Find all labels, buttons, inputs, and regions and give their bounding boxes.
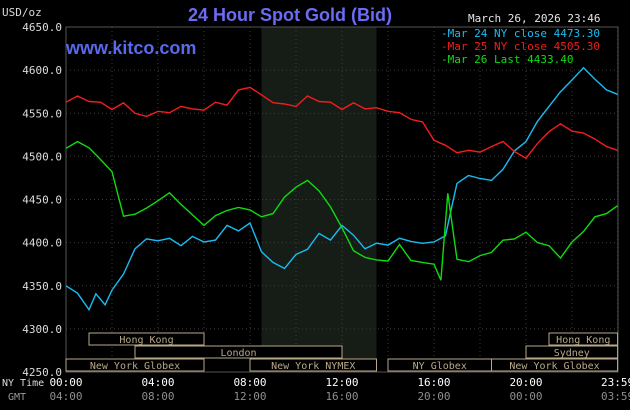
series-line-2 — [65, 86, 618, 160]
y-tick-label: 4450.0 — [22, 194, 62, 207]
plot-grid — [65, 26, 619, 373]
gmt-time-tick: 00:00 — [509, 390, 542, 403]
market-sessions: Hong Kong London New York Globex New York N… — [65, 332, 619, 372]
price-series — [65, 66, 618, 312]
ny-time-tick: 16:00 — [417, 376, 450, 389]
ny-time-label: NY Time — [2, 378, 44, 389]
y-tick-label: 4400.0 — [22, 237, 62, 250]
site-watermark: www.kitco.com — [66, 38, 197, 58]
ny-time-tick: 20:00 — [509, 376, 542, 389]
session-bar — [249, 358, 377, 372]
unit-label: USD/oz — [2, 6, 42, 19]
gmt-time-tick: 16:00 — [325, 390, 358, 403]
session-bar — [88, 332, 205, 346]
gmt-time-tick: 20:00 — [417, 390, 450, 403]
session-bar — [134, 345, 343, 359]
session-bar — [491, 358, 619, 372]
plot-frame — [65, 26, 619, 373]
gmt-time-tick: 04:00 — [49, 390, 82, 403]
gmt-label: GMT — [8, 392, 26, 403]
y-tick-label: 4600.0 — [22, 64, 62, 77]
chart-title: 24 Hour Spot Gold (Bid) — [188, 5, 392, 25]
gmt-time-tick: 12:00 — [233, 390, 266, 403]
legend-item-mar24: -Mar 24 NY close 4473.30 — [441, 27, 600, 40]
legend-item-mar25: -Mar 25 NY close 4505.30 — [441, 40, 600, 53]
y-tick-label: 4300.0 — [22, 323, 62, 336]
gmt-time-tick: 08:00 — [141, 390, 174, 403]
session-label: NY Globex — [413, 361, 467, 372]
series-line-1 — [65, 66, 618, 312]
ny-time-tick: 00:00 — [49, 376, 82, 389]
ny-time-tick: 23:59 — [601, 376, 630, 389]
session-label: New York NYMEX — [271, 361, 355, 372]
timestamp: March 26, 2026 23:46 — [468, 12, 601, 25]
series-line-3 — [65, 140, 618, 281]
y-axis-labels: 4250.0 4300.0 4350.0 4400.0 4450.0 4500.0 4550… — [22, 21, 62, 379]
ny-time-tick: 12:00 — [325, 376, 358, 389]
y-tick-label: 4350.0 — [22, 280, 62, 293]
session-label: Hong Kong — [556, 335, 610, 346]
ny-time-tick: 08:00 — [233, 376, 266, 389]
gmt-time-tick: 03:59 — [601, 390, 630, 403]
y-tick-label: 4250.0 — [22, 366, 62, 379]
y-tick-label: 4550.0 — [22, 107, 62, 120]
session-bar — [65, 358, 205, 372]
session-bar — [525, 345, 619, 359]
session-label: New York Globex — [90, 361, 180, 372]
legend: -Mar 24 NY close 4473.30 -Mar 25 NY clos… — [441, 27, 600, 66]
session-label: New York Globex — [509, 361, 599, 372]
session-label: London — [220, 348, 256, 359]
session-label: Sydney — [554, 348, 590, 359]
session-label: Hong Kong — [119, 335, 173, 346]
y-tick-label: 4500.0 — [22, 150, 62, 163]
y-tick-label: 4650.0 — [22, 21, 62, 34]
session-bar — [548, 332, 619, 346]
legend-item-mar26: -Mar 26 Last 4433.40 — [441, 53, 574, 66]
ny-time-tick: 04:00 — [141, 376, 174, 389]
